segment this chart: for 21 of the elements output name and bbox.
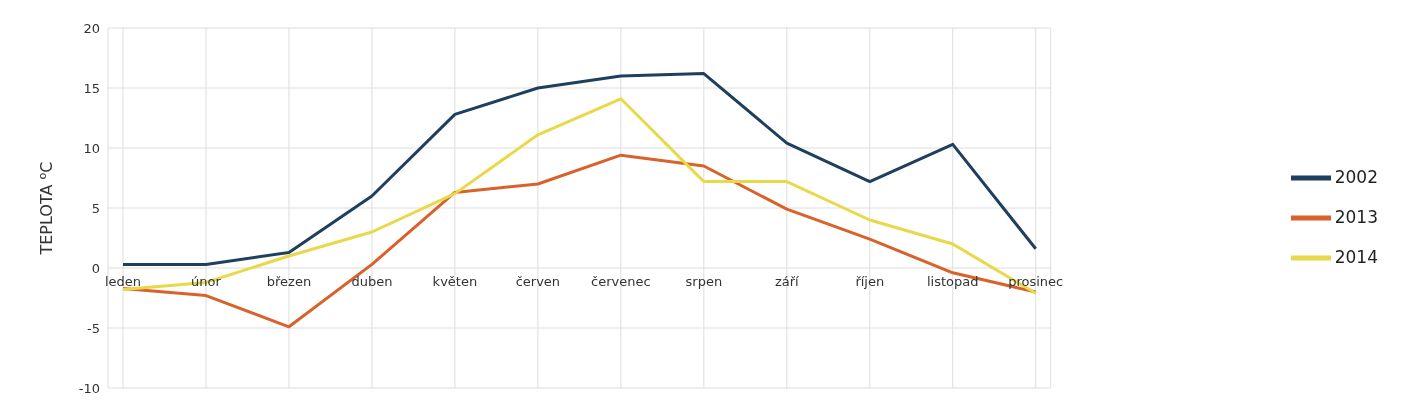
- x-tick-label: červenec: [591, 274, 651, 289]
- x-tick-label: říjen: [855, 274, 885, 289]
- y-tick-label: -10: [78, 380, 100, 396]
- x-tick-label: červen: [515, 274, 561, 289]
- y-tick-label: 15: [83, 80, 100, 96]
- x-tick-label: březen: [266, 274, 312, 289]
- legend-label: 2013: [1334, 207, 1378, 227]
- x-tick-label: listopad: [926, 274, 979, 289]
- x-tick-label: září: [774, 274, 800, 289]
- y-tick-label: 10: [83, 140, 100, 156]
- y-tick-label: -5: [87, 320, 100, 336]
- x-tick-label: leden: [104, 274, 142, 289]
- x-tick-label: srpen: [685, 274, 723, 289]
- line-series: [121, 72, 1038, 266]
- y-tick-label: 20: [83, 20, 100, 36]
- legend-label: 2002: [1334, 167, 1378, 187]
- x-tick-label: duben: [351, 274, 393, 289]
- x-tick-label: květen: [432, 274, 478, 289]
- y-tick-label: 5: [91, 200, 100, 216]
- legend-label: 2014: [1334, 247, 1378, 267]
- y-tick-label: 0: [91, 260, 100, 276]
